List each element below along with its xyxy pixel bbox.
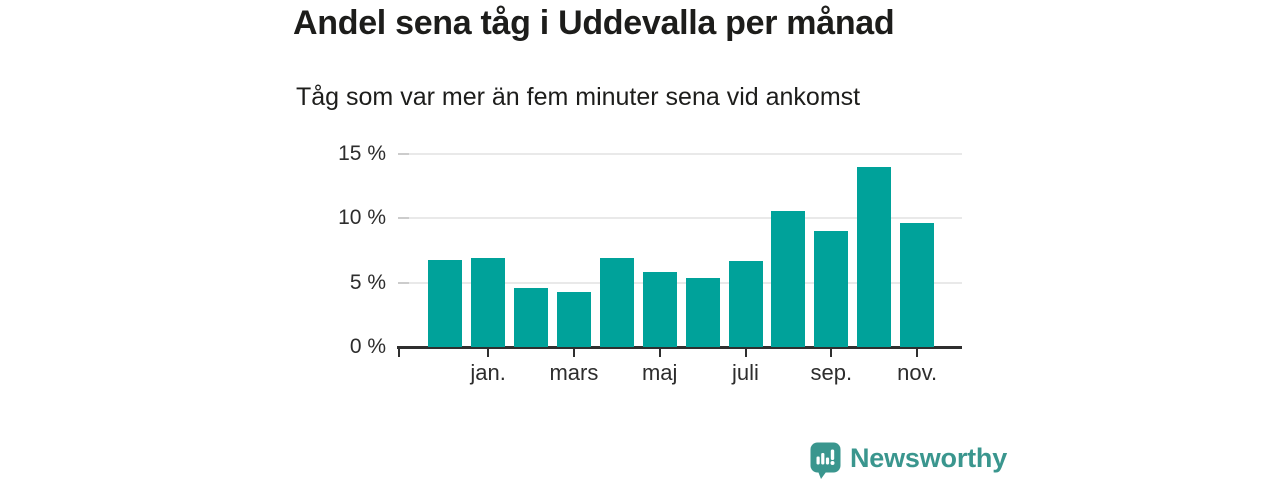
bar-jan (471, 258, 506, 347)
y-label-10: 10 % (338, 206, 386, 230)
gridline-10 (398, 217, 962, 220)
x-tick-sep. (830, 348, 833, 357)
bar-feb (514, 288, 548, 347)
chart-title: Andel sena tåg i Uddevalla per månad (293, 4, 895, 42)
plot-area: jan. mars maj juli sep. nov. (397, 153, 962, 385)
y-label-0: 0 % (349, 335, 386, 358)
x-label-sep.: sep. (810, 360, 853, 385)
x-label-maj: maj (641, 360, 678, 385)
y-label-15: 15 % (338, 142, 386, 165)
x-axis-line (397, 346, 962, 349)
gridline-5 (398, 281, 962, 284)
brand-name: Newsworthy (850, 442, 1008, 473)
bar-mars (556, 292, 591, 347)
bar-nov (900, 223, 935, 347)
x-label-juli: juli (732, 360, 759, 385)
bar-maj (642, 272, 677, 347)
newsworthy-logo-icon (810, 442, 841, 479)
x-tick-jan. (487, 348, 490, 357)
x-tick-nov. (916, 348, 919, 357)
x-tick-mars (572, 348, 575, 357)
x-label-mars: mars (549, 360, 599, 385)
bar-juli (728, 261, 763, 347)
gridline-15 (398, 153, 962, 155)
bar-juni (685, 278, 720, 347)
bar-aug (771, 211, 806, 347)
bar-okt (857, 167, 892, 347)
x-tick-maj (658, 348, 661, 357)
bar-apr (599, 258, 634, 347)
x-label-nov.: nov. (897, 360, 938, 385)
x-label-jan.: jan. (470, 360, 506, 385)
bar-sep (814, 231, 849, 347)
bar-dec (428, 260, 463, 347)
x-axis-start-tick (398, 348, 400, 357)
chart-subtitle: Tåg som var mer än fem minuter sena vid … (296, 83, 861, 111)
x-tick-juli (744, 348, 747, 357)
y-label-5: 5 % (349, 270, 386, 294)
brand-logo: Newsworthy (810, 441, 1007, 479)
